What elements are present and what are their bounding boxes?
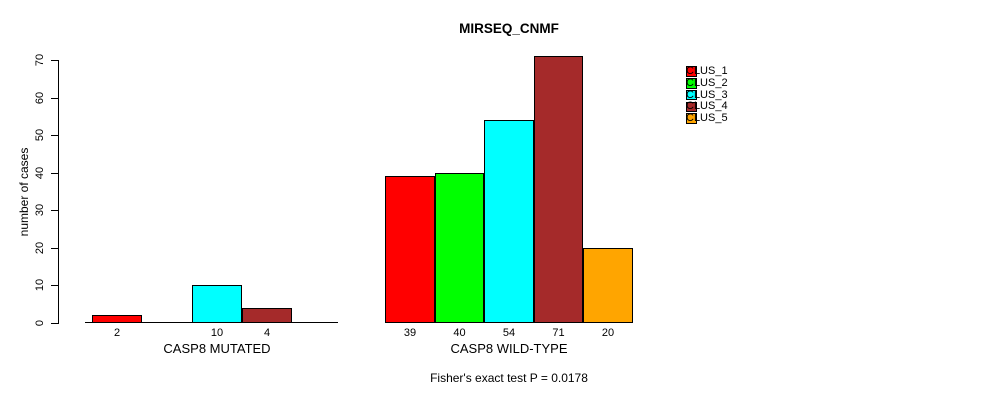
bar-value-label: 40 bbox=[453, 327, 466, 339]
y-tick bbox=[51, 248, 58, 249]
y-tick-label: 40 bbox=[34, 166, 46, 180]
bar-clus-1 bbox=[385, 176, 435, 323]
y-tick bbox=[51, 98, 58, 99]
bar-clus-4 bbox=[242, 308, 292, 323]
y-tick-label: 20 bbox=[34, 241, 46, 255]
y-tick-label: 30 bbox=[34, 203, 46, 217]
legend-swatch-clus-1 bbox=[686, 66, 697, 77]
legend-label: CLUS_1 bbox=[686, 65, 728, 77]
legend-label: CLUS_5 bbox=[686, 112, 728, 125]
bar-value-label: 10 bbox=[210, 327, 224, 339]
bar-value-label: 71 bbox=[552, 327, 565, 339]
bar-value-label: 4 bbox=[263, 327, 271, 339]
y-tick-label: 70 bbox=[34, 53, 46, 67]
bar-value-label: 39 bbox=[403, 327, 417, 339]
x-group-label: CASP8 WILD-TYPE bbox=[450, 341, 568, 356]
chart-title: MIRSEQ_CNMF bbox=[459, 21, 559, 36]
bar-clus-2 bbox=[435, 173, 484, 323]
bar-value-label: 20 bbox=[601, 327, 615, 339]
y-tick-label: 60 bbox=[34, 91, 46, 105]
bar-value-label: 2 bbox=[113, 327, 121, 339]
legend-swatch-clus-4 bbox=[686, 101, 697, 113]
legend: CLUS_1 CLUS_2 CLUS_3 CLUS_4 CLUS_5 bbox=[686, 66, 776, 128]
y-tick bbox=[51, 135, 58, 136]
bar-clus-4 bbox=[534, 56, 583, 323]
legend-swatch-clus-3 bbox=[686, 89, 697, 101]
y-tick bbox=[51, 60, 58, 61]
y-tick bbox=[51, 323, 58, 324]
y-axis-line bbox=[58, 60, 59, 324]
legend-swatch-clus-2 bbox=[686, 78, 697, 89]
footnote-fisher-test: Fisher's exact test P = 0.0178 bbox=[430, 371, 588, 385]
bar-clus-1 bbox=[92, 315, 142, 323]
x-group-label: CASP8 MUTATED bbox=[163, 341, 271, 356]
y-axis-label: number of cases bbox=[17, 147, 31, 237]
legend-label: CLUS_4 bbox=[686, 100, 728, 113]
legend-swatch-clus-5 bbox=[686, 113, 697, 124]
y-tick-label: 50 bbox=[34, 128, 46, 142]
bar-value-label: 54 bbox=[502, 327, 516, 339]
y-tick bbox=[51, 285, 58, 286]
legend-label: CLUS_3 bbox=[686, 88, 728, 101]
y-tick-label: 10 bbox=[34, 278, 46, 292]
bar-clus-3 bbox=[484, 120, 534, 323]
y-tick-label: 0 bbox=[34, 319, 46, 327]
bar-clus-3 bbox=[192, 285, 242, 323]
y-tick bbox=[51, 210, 58, 211]
y-tick bbox=[51, 173, 58, 174]
bar-clus-5 bbox=[583, 248, 633, 323]
legend-label: CLUS_2 bbox=[686, 76, 728, 89]
